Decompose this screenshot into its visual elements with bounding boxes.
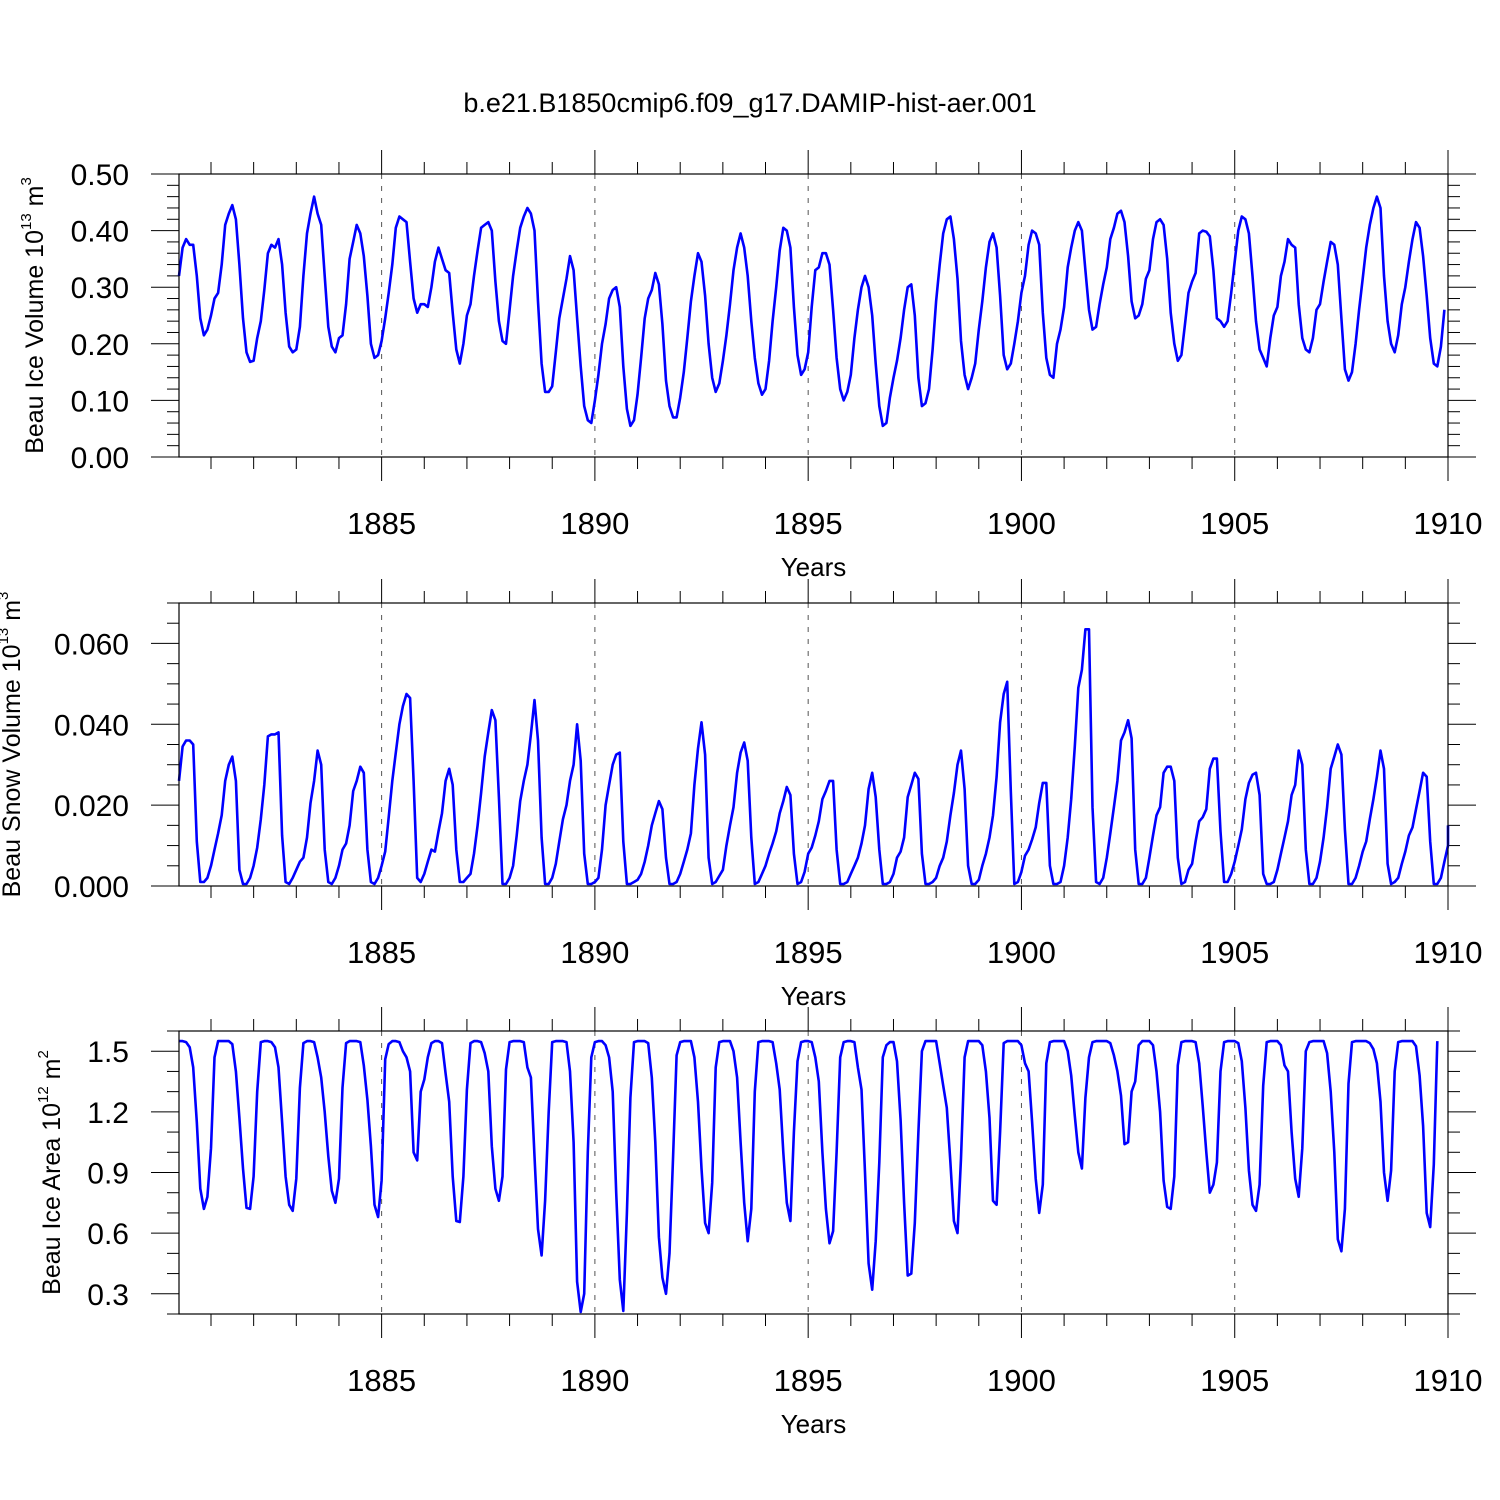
ice-volume-xtick-label: 1895 [774, 506, 843, 541]
snow-volume-ytick-label: 0.040 [54, 709, 129, 742]
ice-area-xtick-label: 1910 [1414, 1363, 1483, 1398]
ice-volume-series-line [177, 195, 1446, 428]
ice-area-ytick-label: 0.3 [87, 1279, 129, 1312]
snow-volume-ytick-label: 0.000 [54, 871, 129, 904]
ice-area-ytick-label: 0.9 [87, 1158, 129, 1191]
ice-volume-ytick-label: 0.50 [71, 159, 129, 192]
ice-area-xlabel: Years [781, 1409, 847, 1439]
ice-volume-ylabel: Beau Ice Volume 1013 m3 [18, 177, 49, 454]
snow-volume-xtick-label: 1900 [987, 935, 1056, 970]
snow-volume-frame [178, 602, 1449, 887]
snow-volume-ylabel: Beau Snow Volume 1013 m3 [0, 592, 26, 898]
ice-area-xtick-label: 1885 [347, 1363, 416, 1398]
ice-area-ytick-label: 0.6 [87, 1218, 129, 1251]
snow-volume-xtick-label: 1905 [1200, 935, 1269, 970]
ice-volume-frame [178, 173, 1449, 458]
snow-volume-panel: 0.000 0.020 0.040 0.060 1885 1890 1895 1900 1905… [0, 579, 1482, 1011]
ice-volume-xtick-label: 1905 [1200, 506, 1269, 541]
snow-volume-xlabel: Years [781, 981, 847, 1011]
snow-volume-series-line [177, 627, 1450, 886]
ice-volume-panel: 0.00 0.10 0.20 0.30 0.40 0.50 1885 1890 1895 1900… [18, 150, 1482, 582]
ice-area-ytick-label: 1.2 [87, 1097, 129, 1130]
ice-volume-ytick-label: 0.40 [71, 216, 129, 249]
ice-volume-xtick-label: 1900 [987, 506, 1056, 541]
snow-volume-xtick-label: 1910 [1414, 935, 1483, 970]
snow-volume-ytick-label: 0.020 [54, 790, 129, 823]
ice-volume-ytick-label: 0.10 [71, 385, 129, 418]
ice-area-xtick-label: 1905 [1200, 1363, 1269, 1398]
ice-volume-xlabel: Years [781, 552, 847, 582]
ice-area-xtick-label: 1895 [774, 1363, 843, 1398]
ice-volume-ytick-label: 0.00 [71, 442, 129, 475]
ice-area-frame [178, 1030, 1449, 1315]
ice-volume-ytick-label: 0.20 [71, 329, 129, 362]
ice-area-xtick-label: 1890 [560, 1363, 629, 1398]
ice-volume-xtick-label: 1885 [347, 506, 416, 541]
snow-volume-xtick-label: 1895 [774, 935, 843, 970]
ice-volume-xtick-label: 1910 [1414, 506, 1483, 541]
ice-area-ylabel: Beau Ice Area 1012 m2 [35, 1050, 66, 1295]
ice-area-xtick-label: 1900 [987, 1363, 1056, 1398]
snow-volume-ytick-label: 0.060 [54, 628, 129, 661]
ice-area-series-line [179, 1039, 1439, 1314]
ice-volume-xtick-label: 1890 [560, 506, 629, 541]
ice-area-panel: 0.3 0.6 0.9 1.2 1.5 1885 1890 1895 1900 1905 1910 Y… [35, 1007, 1482, 1439]
chart-title: b.e21.B1850cmip6.f09_g17.DAMIP-hist-aer.… [463, 88, 1036, 118]
ice-volume-ytick-label: 0.30 [71, 272, 129, 305]
snow-volume-xtick-label: 1890 [560, 935, 629, 970]
snow-volume-xtick-label: 1885 [347, 935, 416, 970]
ice-area-ytick-label: 1.5 [87, 1036, 129, 1069]
